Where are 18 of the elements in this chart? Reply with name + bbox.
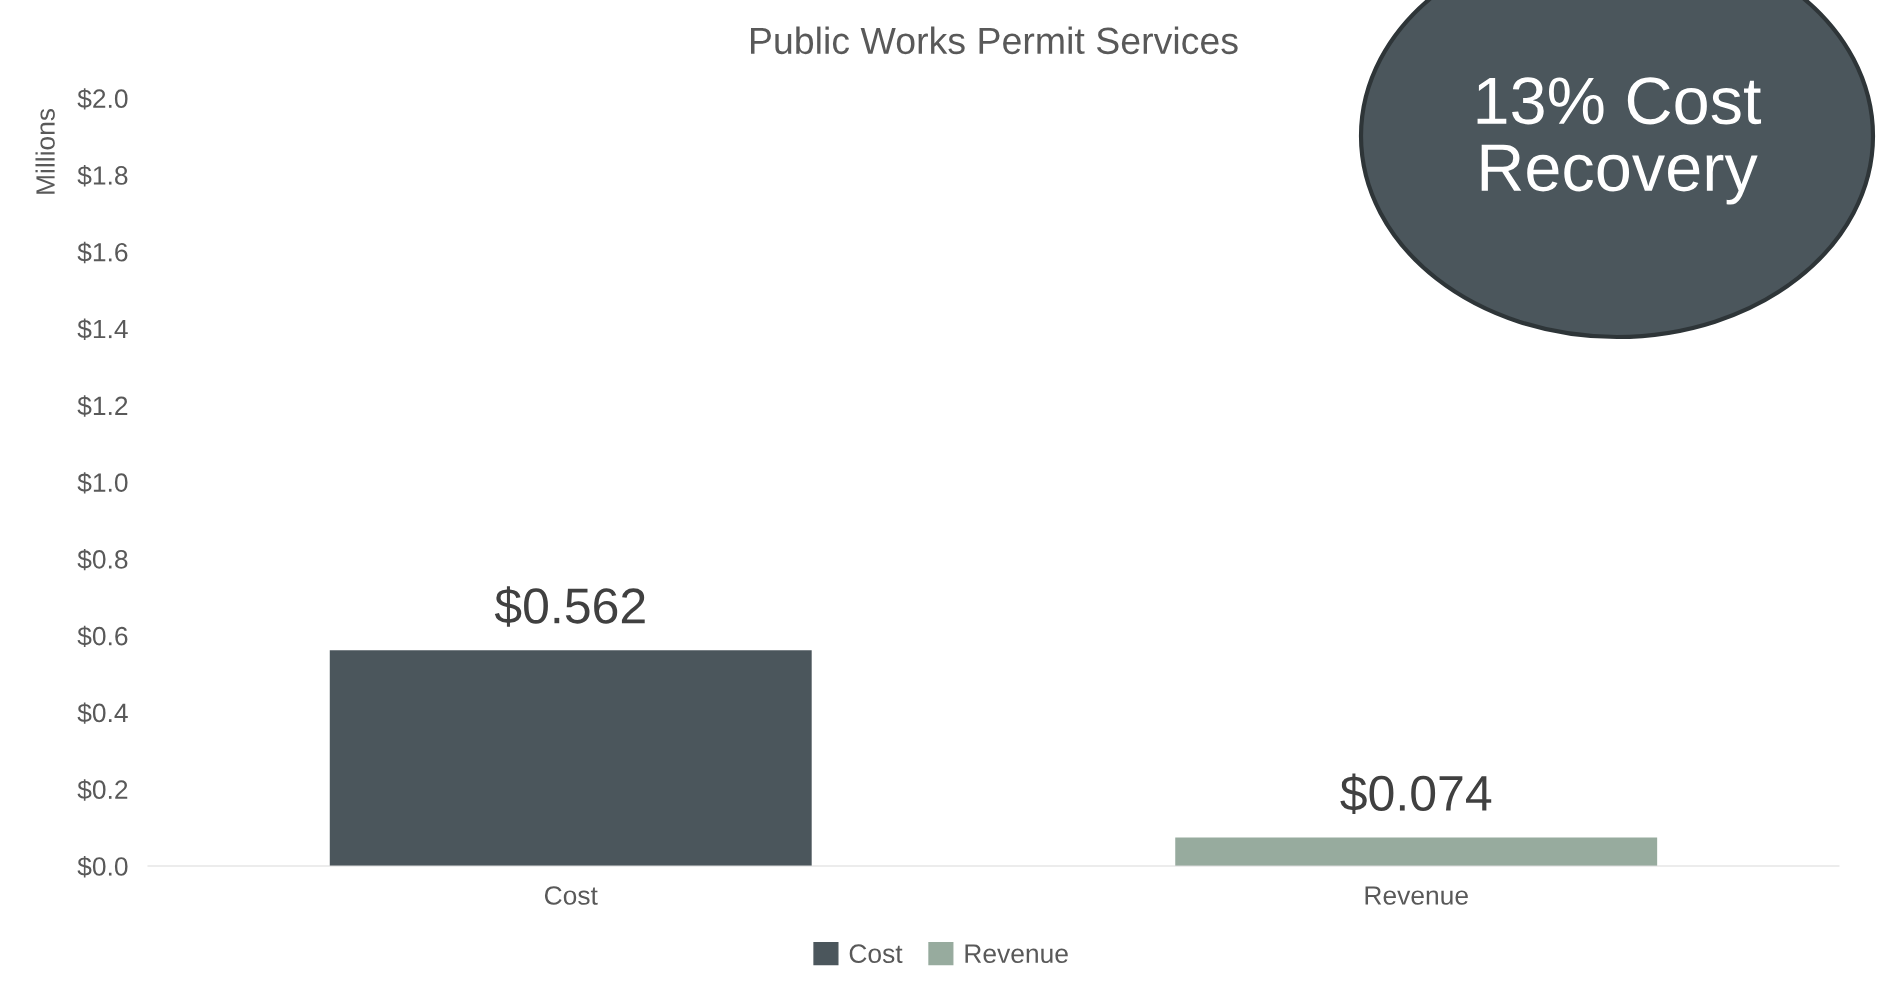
y-tick-label: $1.0	[77, 472, 128, 494]
y-tick-label: $1.6	[77, 241, 128, 264]
annotation: 13% Cost Recovery	[1477, 77, 1762, 205]
y-tick-label: $0.2	[77, 779, 128, 801]
y-tick-label: $0.0	[77, 856, 128, 878]
y-axis-title: Millions	[35, 108, 55, 194]
y-tick-label: $1.8	[77, 165, 128, 187]
data-label: $0.562	[494, 586, 645, 627]
y-tick-label: $1.4	[77, 318, 128, 340]
y-tick-label: $0.4	[77, 702, 128, 724]
y-tick-label: $2.0	[77, 88, 128, 110]
legend-label: Revenue	[965, 944, 1068, 964]
y-tick-label: $1.2	[77, 395, 128, 417]
y-tick-label: $0.6	[77, 625, 128, 648]
data-label: $0.074	[1340, 773, 1492, 815]
chart-title: Public Works Permit Services	[751, 26, 1238, 55]
legend-label: Cost	[849, 944, 903, 964]
y-tick-label: $0.8	[77, 548, 128, 571]
